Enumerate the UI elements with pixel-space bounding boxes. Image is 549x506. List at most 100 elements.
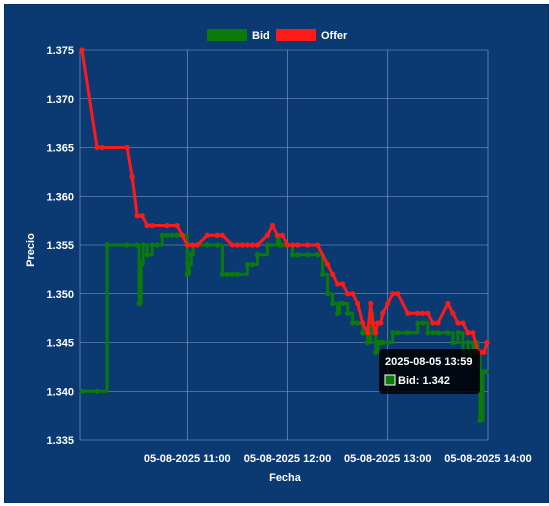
data-point-offer[interactable] [144, 222, 150, 229]
data-point-offer[interactable] [219, 232, 225, 238]
data-point-offer[interactable] [289, 242, 296, 248]
data-point-offer[interactable] [239, 242, 245, 248]
data-point-bid[interactable] [425, 330, 431, 336]
data-point-bid[interactable] [124, 242, 130, 248]
data-point-offer[interactable] [164, 222, 170, 229]
data-point-bid[interactable] [279, 242, 286, 248]
data-point-offer[interactable] [274, 232, 281, 238]
data-point-bid[interactable] [229, 271, 235, 277]
data-point-offer[interactable] [330, 271, 336, 277]
data-point-offer[interactable] [370, 320, 376, 326]
data-point-bid[interactable] [138, 261, 144, 268]
legend[interactable]: Bid Offer [207, 29, 348, 42]
data-point-offer[interactable] [149, 222, 155, 229]
data-point-bid[interactable] [350, 320, 356, 326]
data-point-offer[interactable] [450, 310, 456, 316]
data-point-bid[interactable] [380, 339, 386, 346]
data-point-offer[interactable] [99, 144, 105, 151]
data-point-offer[interactable] [390, 291, 396, 297]
data-point-bid[interactable] [314, 252, 321, 258]
data-point-offer[interactable] [470, 330, 476, 336]
data-point-offer[interactable] [194, 242, 200, 248]
data-point-offer[interactable] [405, 310, 411, 316]
data-point-bid[interactable] [254, 252, 261, 258]
data-point-bid[interactable] [415, 320, 421, 326]
data-point-offer[interactable] [373, 330, 379, 336]
series-offer[interactable] [79, 47, 490, 355]
data-point-bid[interactable] [360, 330, 366, 336]
data-point-bid[interactable] [465, 339, 471, 346]
data-point-offer[interactable] [134, 213, 140, 219]
data-point-offer[interactable] [360, 320, 366, 326]
data-point-offer[interactable] [435, 320, 441, 326]
data-point-offer[interactable] [174, 222, 180, 229]
data-point-bid[interactable] [188, 252, 194, 258]
legend-item-bid[interactable]: Bid [207, 29, 270, 42]
data-point-offer[interactable] [340, 281, 346, 287]
data-point-offer[interactable] [395, 291, 401, 297]
data-point-offer[interactable] [325, 261, 331, 268]
data-point-offer[interactable] [430, 320, 436, 326]
data-point-offer[interactable] [234, 242, 240, 248]
data-point-bid[interactable] [483, 369, 489, 375]
data-point-offer[interactable] [484, 339, 490, 346]
data-point-bid[interactable] [289, 252, 296, 258]
data-point-offer[interactable] [350, 291, 356, 297]
data-point-bid[interactable] [355, 320, 361, 326]
data-point-bid[interactable] [477, 417, 483, 424]
data-point-offer[interactable] [314, 242, 321, 248]
data-point-bid[interactable] [435, 330, 441, 336]
data-point-offer[interactable] [244, 242, 251, 248]
data-point-offer[interactable] [229, 242, 235, 248]
data-point-bid[interactable] [420, 320, 426, 326]
data-point-offer[interactable] [269, 222, 276, 229]
data-point-bid[interactable] [140, 242, 146, 248]
data-point-bid[interactable] [455, 330, 461, 336]
data-point-bid[interactable] [214, 242, 220, 248]
data-point-offer[interactable] [79, 47, 85, 53]
data-point-offer[interactable] [294, 242, 301, 248]
data-point-bid[interactable] [395, 330, 401, 336]
data-point-offer[interactable] [455, 320, 461, 326]
data-point-bid[interactable] [373, 349, 379, 355]
data-point-bid[interactable] [450, 339, 456, 346]
data-point-bid[interactable] [345, 310, 351, 316]
data-point-bid[interactable] [204, 242, 210, 248]
data-point-bid[interactable] [79, 388, 85, 394]
data-point-bid[interactable] [186, 261, 192, 268]
data-point-offer[interactable] [445, 300, 451, 307]
data-point-offer[interactable] [385, 300, 391, 307]
data-point-offer[interactable] [264, 232, 271, 238]
series-bid[interactable] [79, 232, 489, 424]
data-point-offer[interactable] [465, 330, 471, 336]
data-point-offer[interactable] [355, 300, 361, 307]
data-point-offer[interactable] [124, 144, 130, 151]
data-point-bid[interactable] [304, 252, 311, 258]
data-point-bid[interactable] [244, 261, 251, 268]
data-point-offer[interactable] [184, 242, 190, 248]
data-point-offer[interactable] [345, 291, 351, 297]
data-point-bid[interactable] [234, 271, 240, 277]
data-point-bid[interactable] [219, 271, 225, 277]
data-point-bid[interactable] [390, 330, 396, 336]
data-point-bid[interactable] [430, 330, 436, 336]
data-point-offer[interactable] [415, 310, 421, 316]
data-point-bid[interactable] [385, 339, 391, 346]
data-point-bid[interactable] [184, 271, 190, 277]
data-point-bid[interactable] [330, 300, 336, 307]
data-point-offer[interactable] [335, 281, 341, 287]
data-point-bid[interactable] [249, 261, 256, 268]
data-point-offer[interactable] [420, 310, 426, 316]
data-point-bid[interactable] [159, 232, 165, 238]
data-point-offer[interactable] [284, 242, 291, 248]
data-point-offer[interactable] [204, 232, 210, 238]
data-point-bid[interactable] [154, 242, 160, 248]
legend-item-offer[interactable]: Offer [276, 29, 348, 42]
data-point-bid[interactable] [149, 242, 155, 248]
data-point-offer[interactable] [380, 310, 386, 316]
data-point-bid[interactable] [319, 271, 326, 277]
data-point-offer[interactable] [189, 242, 195, 248]
data-point-offer[interactable] [139, 213, 145, 219]
data-point-offer[interactable] [279, 232, 286, 238]
data-point-offer[interactable] [179, 232, 185, 238]
